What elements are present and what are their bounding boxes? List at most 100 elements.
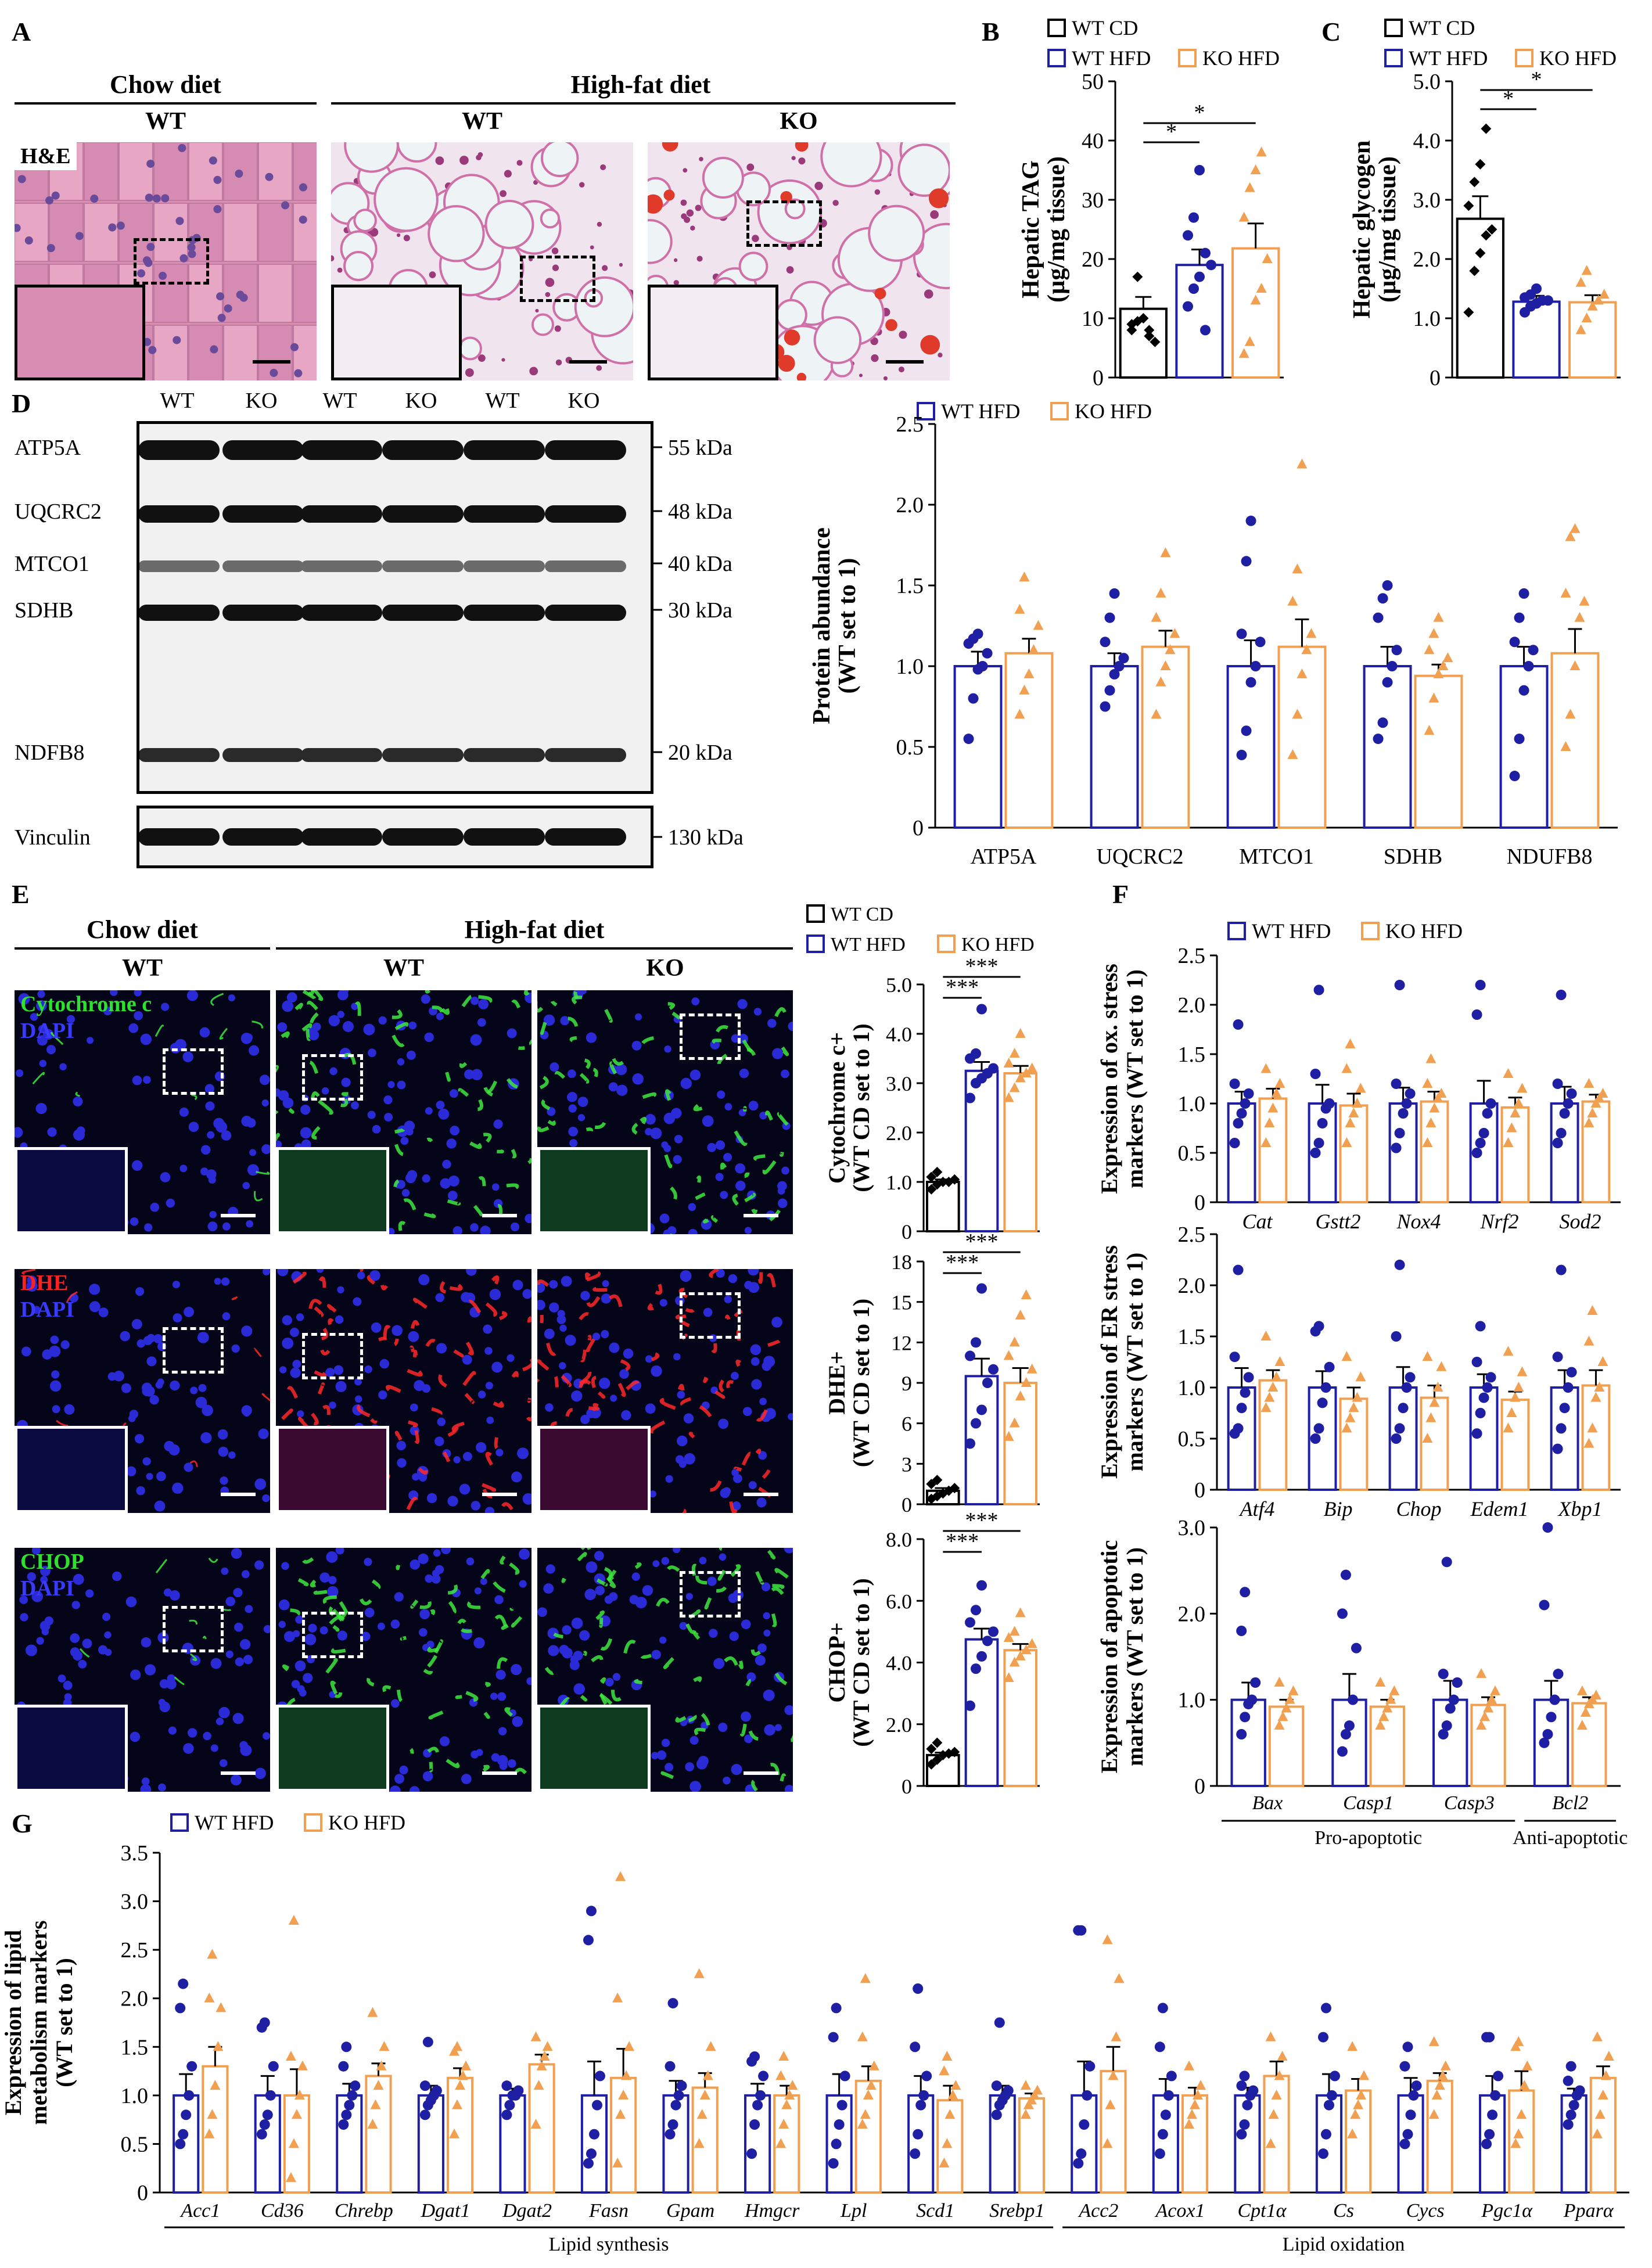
chart-B-1-point (1200, 247, 1211, 258)
signal-stroke (569, 1036, 577, 1043)
chart-E3-2-point (1026, 1638, 1037, 1648)
chart-B-ytick-label: 40 (1082, 129, 1104, 153)
scale-bar (744, 1214, 778, 1217)
chart-D-3-1-point (1433, 668, 1444, 678)
chart-G-0-1-point (207, 2109, 218, 2119)
chart-F2-4-0-point (1566, 1367, 1577, 1378)
chart-G-7-0-point (755, 2090, 766, 2101)
signal-stroke (426, 1137, 433, 1142)
chart-F1-2-0-point (1398, 1108, 1409, 1119)
chart-F3-category-2: Casp3 (1444, 1792, 1495, 1814)
chart-F3-1-1-point (1385, 1694, 1396, 1704)
chart-F1-0-1-point (1267, 1102, 1278, 1113)
chart-G-7-0-point (749, 2051, 760, 2062)
dapi-nucleus (354, 1395, 362, 1403)
chart-F2-0-1-point (1260, 1331, 1272, 1340)
dapi-nucleus (207, 1131, 215, 1139)
signal-stroke (767, 1550, 776, 1559)
chart-F3-3-1-point (1580, 1706, 1591, 1717)
signal-stroke (509, 1562, 520, 1575)
chart-D-0-1-point (1019, 684, 1030, 695)
hepatocyte (15, 203, 49, 262)
chart-D-1-1-point (1155, 676, 1166, 686)
dapi-nucleus (436, 1343, 447, 1354)
dapi-nucleus (141, 1637, 152, 1648)
chart-C-0-point (1463, 307, 1474, 318)
chart-G-bar-4-0 (499, 2094, 526, 2194)
signal-stroke (483, 1133, 492, 1143)
dapi-nucleus (304, 1633, 317, 1645)
chart-F1-bar-4-0 (1550, 1102, 1579, 1203)
dapi-nucleus (696, 1758, 708, 1770)
dapi-nucleus (664, 1045, 671, 1053)
signal-stroke (675, 1314, 687, 1320)
rbc (885, 319, 897, 332)
chart-G-3-1-point (461, 2060, 472, 2071)
signal-stroke (729, 1501, 738, 1513)
dapi-nucleus (134, 990, 142, 997)
chart-D-category-2: MTCO1 (1239, 844, 1314, 869)
dapi-nucleus (301, 1139, 311, 1149)
chart-F2-2-0-point (1394, 1259, 1405, 1270)
signal-stroke (671, 1011, 681, 1020)
signal-stroke (328, 1318, 334, 1325)
chart-G-3-1-point (455, 2080, 466, 2090)
dapi-nucleus (466, 1557, 475, 1566)
nucleus (224, 304, 232, 313)
dapi-nucleus (333, 1365, 344, 1375)
signal-stroke (462, 1371, 476, 1386)
nucleus (602, 265, 608, 271)
dapi-nucleus (300, 1127, 312, 1139)
nucleus (173, 336, 181, 344)
chart-F2-2-0-point (1405, 1372, 1416, 1383)
chart-G-16-1-point (1522, 2060, 1533, 2071)
dapi-nucleus (781, 1166, 789, 1175)
chart-F1-bar-3-1 (1500, 1106, 1530, 1204)
chart-C-2-point (1593, 294, 1604, 305)
chart-D-3-0-point (1373, 612, 1384, 623)
dapi-nucleus (166, 1679, 177, 1690)
fluor-dhe-ko-hfd (537, 1269, 793, 1513)
chart-C-ytick-label: 4.0 (1413, 129, 1441, 153)
signal-stroke (21, 1269, 36, 1275)
signal-stroke (586, 1296, 601, 1307)
band-ndfb8-lane-1 (222, 748, 304, 762)
legend-label-wt-hfd: WT HFD (195, 1811, 274, 1834)
chart-E3-0-point (932, 1737, 943, 1748)
chart-G-6-0-point (667, 2119, 678, 2130)
nucleus (683, 168, 688, 173)
chart-G-5-1-point (618, 2089, 629, 2100)
signal-stroke (66, 1291, 78, 1304)
dapi-nucleus (378, 1016, 387, 1025)
chart-G-5-0-point (583, 2158, 594, 2169)
signal-stroke (541, 1099, 551, 1110)
chart-G-2-0-point (344, 2100, 355, 2111)
nucleus (46, 244, 55, 253)
signal-stroke (724, 1314, 731, 1320)
legend-swatch-wt-hfd (806, 934, 825, 953)
nucleus (791, 156, 796, 160)
dapi-nucleus (26, 1644, 38, 1656)
chart-F2-0-0-point (1233, 1423, 1244, 1434)
dapi-nucleus (750, 1357, 760, 1366)
dapi-nucleus (286, 992, 297, 1003)
chart-G-4-0-point (513, 2085, 524, 2096)
chart-E1-sig-label-1: *** (965, 954, 999, 979)
band-atp5a-lane-1 (222, 440, 304, 460)
chart-C-ytick-label: 2.0 (1413, 247, 1441, 272)
dapi-nucleus (87, 1037, 94, 1044)
chart-F3-2-0-point (1448, 1694, 1459, 1705)
hepatocyte (153, 325, 188, 380)
dapi-nucleus (113, 1370, 124, 1382)
inset-region-box (746, 200, 822, 247)
nucleus (337, 267, 343, 273)
signal-stroke (655, 1284, 663, 1295)
dapi-nucleus (699, 1557, 707, 1565)
chart-B-1-point (1183, 230, 1193, 241)
signal-stroke (423, 1212, 436, 1219)
chart-E3-bar-0 (926, 1753, 960, 1787)
chart-F2-2-1-point (1422, 1351, 1433, 1361)
chart-D-ytick-label: 2.5 (896, 412, 924, 437)
signal-stroke (777, 1112, 789, 1126)
chart-F1-1-0-point (1310, 1148, 1321, 1158)
